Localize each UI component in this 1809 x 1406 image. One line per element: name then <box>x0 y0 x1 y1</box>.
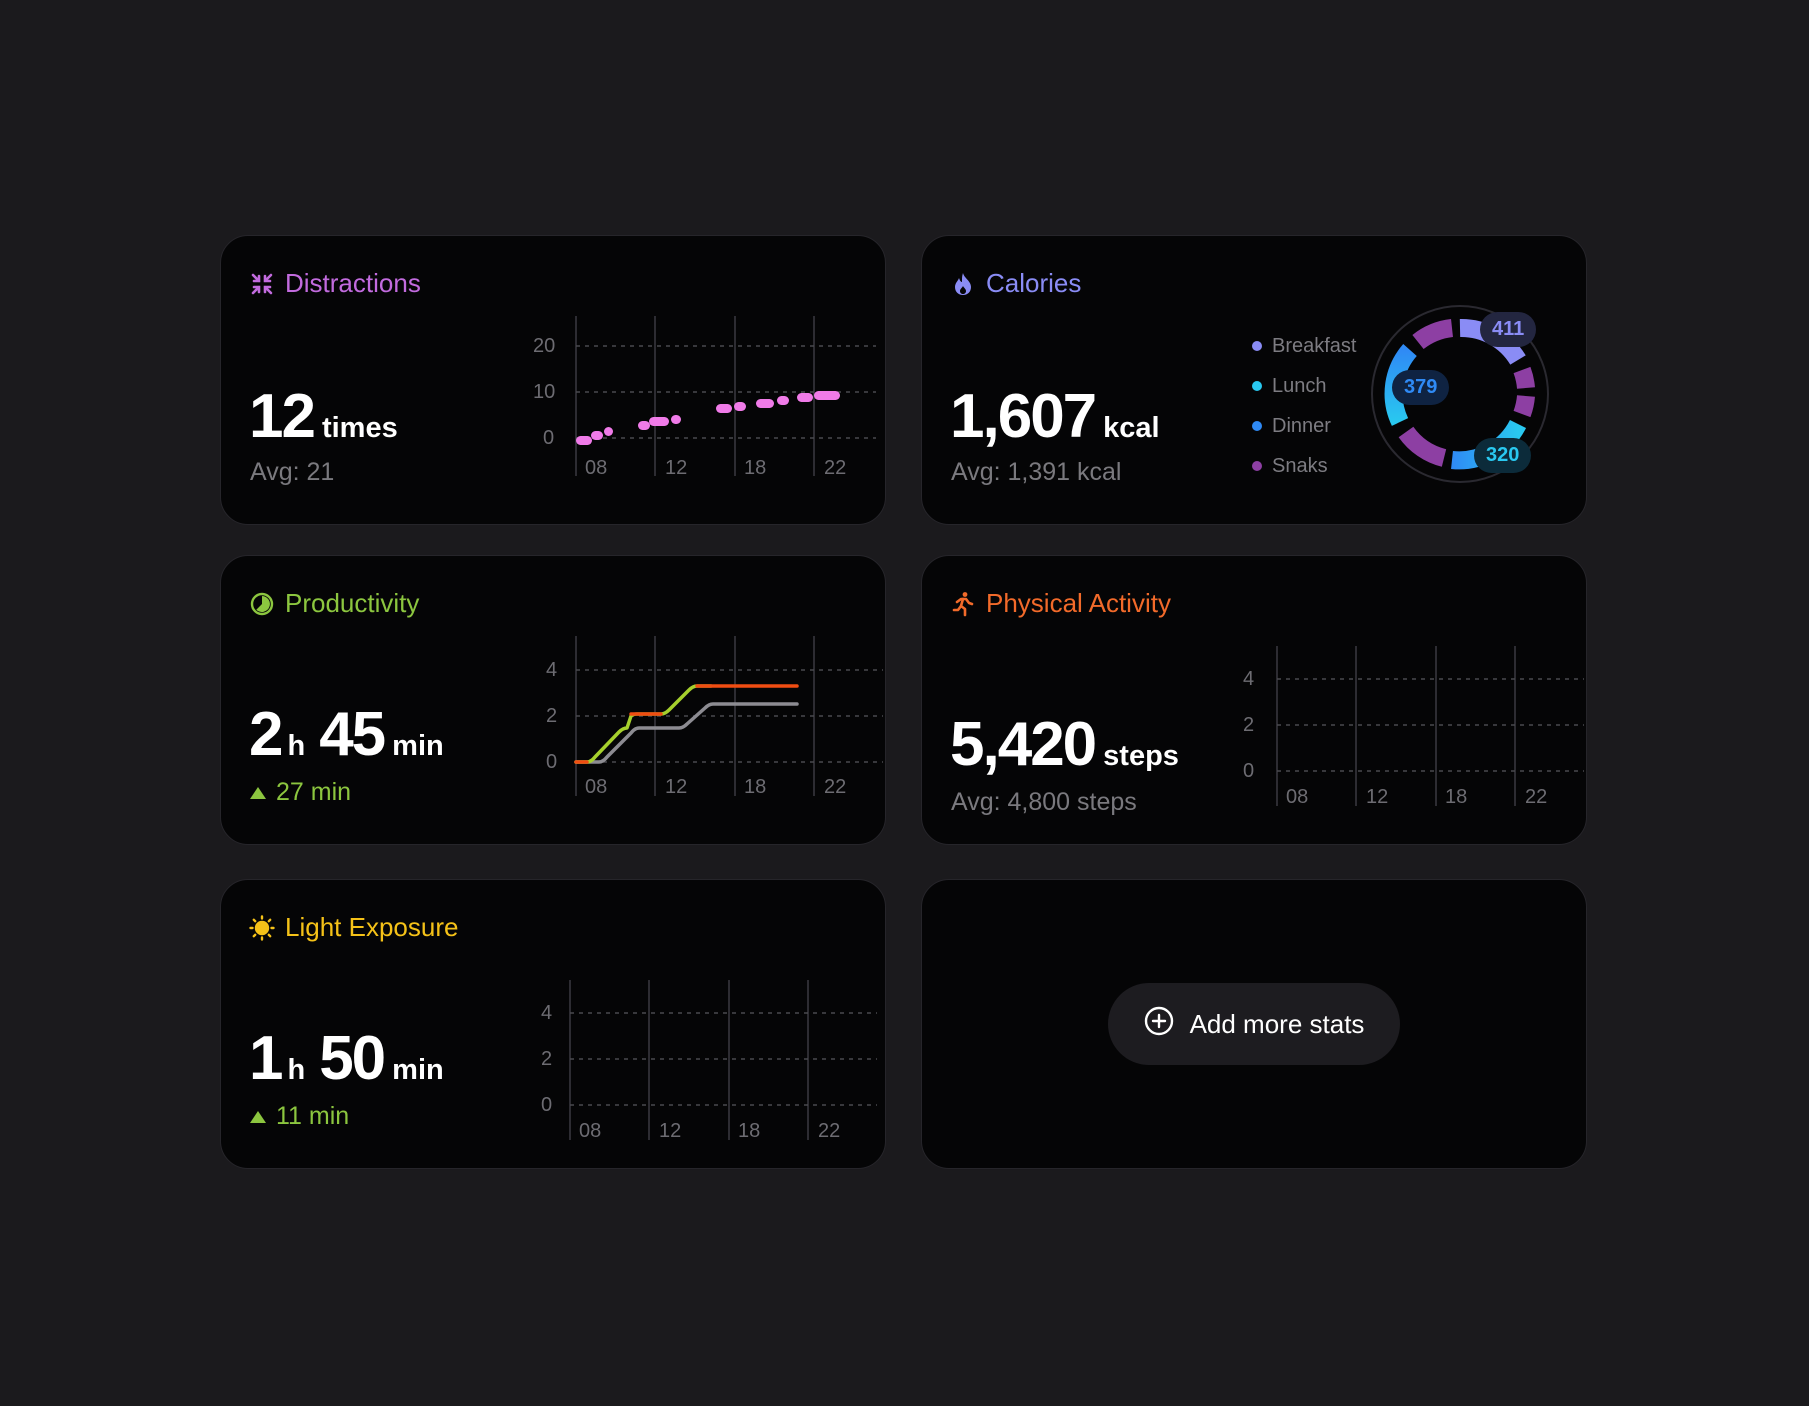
data-point <box>777 396 789 405</box>
series-line-green <box>574 684 713 764</box>
y-tick: 0 <box>543 427 554 449</box>
flame-icon <box>950 271 976 297</box>
y-tick: 4 <box>1243 668 1254 690</box>
series-line-orange <box>574 684 799 764</box>
x-tick: 22 <box>1525 786 1547 808</box>
add-stats-card: Add more stats <box>921 879 1587 1169</box>
distractions-title-text: Distractions <box>285 268 421 298</box>
data-point <box>814 391 840 400</box>
x-tick: 18 <box>744 457 766 479</box>
data-point <box>716 404 732 413</box>
slice-snaks <box>1412 319 1454 350</box>
x-tick: 12 <box>665 457 687 479</box>
slice-snaks <box>1513 366 1535 390</box>
pie-progress-icon <box>249 591 275 617</box>
calories-title-text: Calories <box>986 268 1082 298</box>
add-more-stats-label: Add more stats <box>1189 1008 1365 1039</box>
y-tick: 4 <box>541 1002 552 1024</box>
data-point <box>604 427 613 436</box>
y-tick: 0 <box>1243 760 1254 782</box>
x-tick: 22 <box>824 776 846 798</box>
x-tick: 08 <box>579 1120 601 1142</box>
lunch-value-badge: 320 <box>1474 438 1532 473</box>
light-exposure-card[interactable]: Light Exposure 1 h 50 min 11 min 4 2 0 0… <box>220 879 886 1169</box>
slice-snaks <box>1513 394 1535 418</box>
distractions-value: 12 times <box>249 382 398 451</box>
legend-item-dinner: Dinner <box>1252 406 1356 446</box>
light-exposure-title-text: Light Exposure <box>285 912 459 942</box>
distractions-chart: 20 10 0 08 12 18 22 <box>533 316 876 479</box>
x-tick: 08 <box>1286 786 1308 808</box>
productivity-chart: 4 2 0 08 12 18 22 <box>546 636 883 798</box>
x-tick: 12 <box>659 1120 681 1142</box>
y-tick: 0 <box>541 1094 552 1116</box>
x-tick: 18 <box>1445 786 1467 808</box>
light-exposure-chart: 4 2 0 08 12 18 22 <box>541 980 877 1142</box>
physical-activity-chart: 4 2 0 08 12 18 22 <box>1243 646 1584 808</box>
plus-circle-icon <box>1144 1006 1174 1043</box>
sun-icon <box>249 914 275 941</box>
data-point <box>797 393 813 402</box>
light-exposure-delta: 11 min <box>250 1102 349 1131</box>
physical-activity-avg: Avg: 4,800 steps <box>951 788 1137 816</box>
add-more-stats-button[interactable]: Add more stats <box>1108 983 1400 1065</box>
arrow-up-icon <box>250 786 266 799</box>
legend-item-breakfast: Breakfast <box>1252 326 1356 366</box>
running-person-icon <box>950 591 976 617</box>
productivity-delta: 27 min <box>250 778 351 807</box>
y-tick: 10 <box>533 381 555 403</box>
series-line-gray <box>574 702 799 764</box>
dinner-value-badge: 379 <box>1392 370 1450 405</box>
calories-title: Calories <box>950 268 1081 299</box>
x-tick: 22 <box>818 1120 840 1142</box>
data-point <box>576 436 592 445</box>
y-tick: 0 <box>546 751 557 773</box>
productivity-value: 2 h 45 min <box>249 700 444 769</box>
legend-item-snaks: Snaks <box>1252 446 1356 486</box>
y-tick: 2 <box>541 1048 552 1070</box>
x-tick: 18 <box>738 1120 760 1142</box>
x-tick: 22 <box>824 457 846 479</box>
data-point <box>638 421 650 430</box>
y-tick: 2 <box>546 705 557 727</box>
calories-avg: Avg: 1,391 kcal <box>951 458 1122 486</box>
calories-card[interactable]: Calories 1,607 kcal Avg: 1,391 kcal Brea… <box>921 235 1587 525</box>
y-tick: 20 <box>533 335 555 357</box>
physical-activity-value: 5,420 steps <box>950 710 1179 779</box>
distractions-avg: Avg: 21 <box>250 458 335 486</box>
legend-item-lunch: Lunch <box>1252 366 1356 406</box>
data-point <box>734 402 746 411</box>
calories-value: 1,607 kcal <box>950 382 1160 451</box>
productivity-card[interactable]: Productivity 2 h 45 min 27 min 4 2 0 08 … <box>220 555 886 845</box>
calories-donut-chart: 411 379 320 <box>1370 304 1550 484</box>
distractions-card[interactable]: Distractions 12 times Avg: 21 20 10 0 08… <box>220 235 886 525</box>
breakfast-value-badge: 411 <box>1480 312 1537 347</box>
data-point <box>591 431 603 440</box>
calories-legend: Breakfast Lunch Dinner Snaks <box>1252 326 1356 486</box>
data-point <box>649 417 669 426</box>
physical-activity-card[interactable]: Physical Activity 5,420 steps Avg: 4,800… <box>921 555 1587 845</box>
data-point <box>671 415 681 424</box>
productivity-title-text: Productivity <box>285 588 420 618</box>
distractions-title: Distractions <box>249 268 421 299</box>
arrow-up-icon <box>250 1110 266 1123</box>
light-exposure-value: 1 h 50 min <box>249 1024 444 1093</box>
productivity-title: Productivity <box>249 588 419 619</box>
y-tick: 4 <box>546 659 557 681</box>
x-tick: 08 <box>585 457 607 479</box>
y-tick: 2 <box>1243 714 1254 736</box>
x-tick: 12 <box>665 776 687 798</box>
physical-activity-title: Physical Activity <box>950 588 1171 619</box>
physical-activity-title-text: Physical Activity <box>986 588 1171 618</box>
x-tick: 08 <box>585 776 607 798</box>
slice-snaks <box>1398 426 1447 467</box>
light-exposure-title: Light Exposure <box>249 912 458 943</box>
x-tick: 12 <box>1366 786 1388 808</box>
data-point <box>756 399 774 408</box>
x-tick: 18 <box>744 776 766 798</box>
compress-arrows-icon <box>249 271 275 297</box>
